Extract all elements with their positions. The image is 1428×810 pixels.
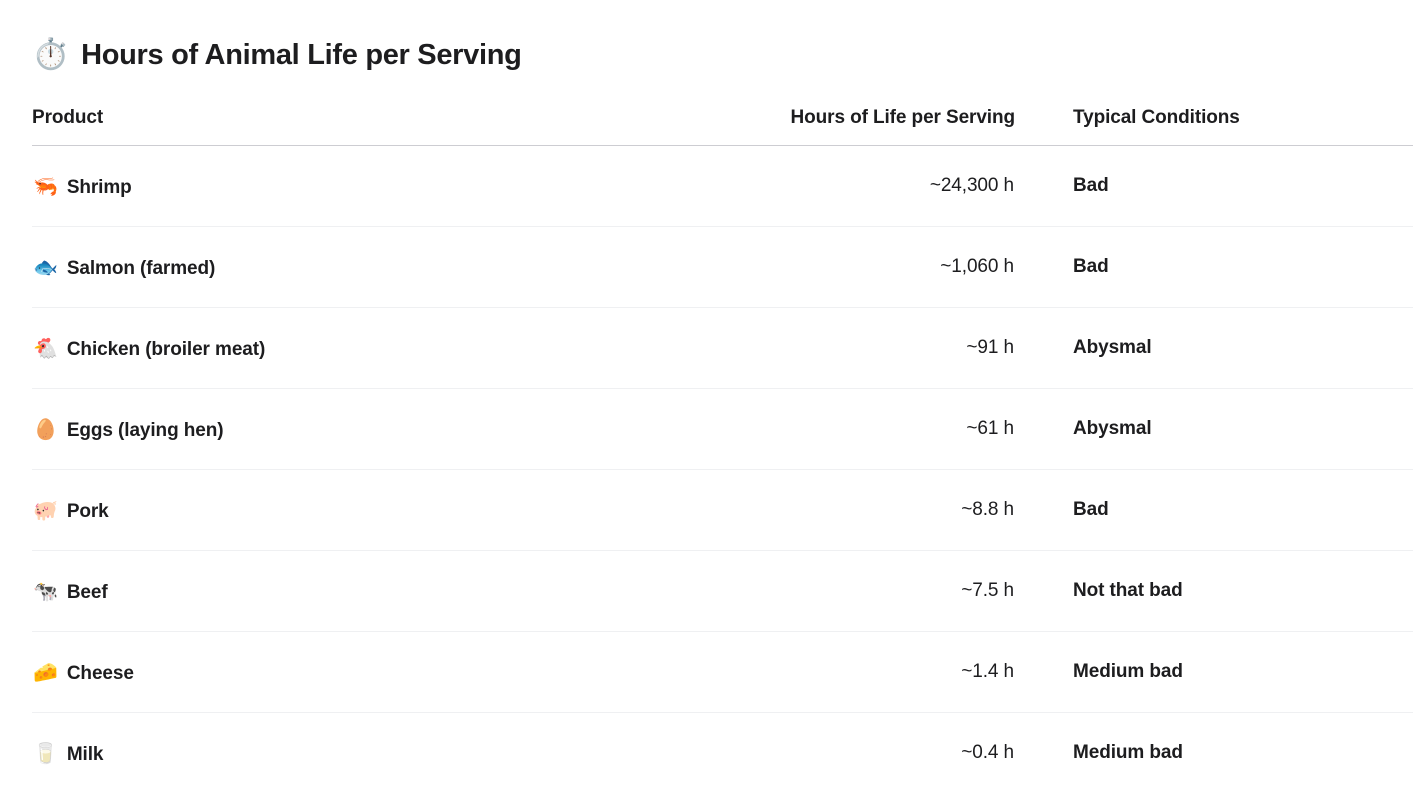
table-row: 🥛 Milk ~0.4 h Medium bad	[32, 712, 1413, 794]
product-emoji-icon: 🦐	[33, 175, 58, 198]
hours-value: ~1,060 h	[712, 226, 1015, 308]
page-container: ⏱️ Hours of Animal Life per Serving Prod…	[32, 34, 1413, 794]
product-emoji-icon: 🐖	[33, 499, 58, 522]
hours-value: ~61 h	[712, 388, 1015, 470]
hours-value: ~91 h	[712, 307, 1015, 389]
product-name: Beef	[66, 581, 108, 603]
conditions-value: Bad	[1015, 226, 1413, 308]
conditions-value: Abysmal	[1015, 307, 1413, 389]
hours-value: ~8.8 h	[712, 469, 1015, 551]
product-name: Cheese	[66, 662, 134, 684]
product-name: Shrimp	[66, 176, 132, 198]
hours-value: ~1.4 h	[712, 631, 1015, 713]
product-name: Milk	[66, 743, 104, 765]
conditions-value: Not that bad	[1015, 550, 1413, 632]
hours-value: ~0.4 h	[712, 712, 1015, 794]
column-header-conditions: Typical Conditions	[1015, 76, 1413, 146]
stopwatch-icon: ⏱️	[32, 38, 70, 71]
table-row: 🥚 Eggs (laying hen) ~61 h Abysmal	[32, 388, 1413, 470]
table-row: 🐔 Chicken (broiler meat) ~91 h Abysmal	[32, 307, 1413, 389]
product-name: Salmon (farmed)	[66, 257, 216, 279]
conditions-value: Medium bad	[1015, 631, 1413, 713]
table-header-row: Product Hours of Life per Serving Typica…	[32, 76, 1413, 146]
page-title-text: Hours of Animal Life per Serving	[81, 39, 522, 71]
product-name: Pork	[66, 500, 109, 522]
product-emoji-icon: 🥚	[33, 418, 58, 441]
column-header-product: Product	[32, 76, 712, 146]
product-name: Eggs (laying hen)	[66, 419, 224, 441]
table-row: 🧀 Cheese ~1.4 h Medium bad	[32, 631, 1413, 713]
conditions-value: Bad	[1015, 469, 1413, 551]
product-emoji-icon: 🐄	[33, 580, 58, 603]
column-header-hours: Hours of Life per Serving	[712, 76, 1015, 146]
conditions-value: Abysmal	[1015, 388, 1413, 470]
conditions-value: Medium bad	[1015, 712, 1413, 794]
table-row: 🐄 Beef ~7.5 h Not that bad	[32, 550, 1413, 632]
table-row: 🐟 Salmon (farmed) ~1,060 h Bad	[32, 226, 1413, 308]
table-row: 🐖 Pork ~8.8 h Bad	[32, 469, 1413, 551]
product-emoji-icon: 🐔	[33, 337, 58, 360]
hours-value: ~24,300 h	[929, 175, 1014, 196]
product-emoji-icon: 🧀	[33, 661, 58, 684]
product-emoji-icon: 🐟	[33, 256, 58, 279]
product-emoji-icon: 🥛	[33, 742, 58, 765]
animal-life-table: Product Hours of Life per Serving Typica…	[32, 76, 1413, 794]
page-title: ⏱️ Hours of Animal Life per Serving	[32, 34, 1413, 76]
product-name: Chicken (broiler meat)	[66, 338, 266, 360]
conditions-value: Bad	[1073, 175, 1109, 196]
table-body: 🦐 Shrimp ~24,300 h Bad 🐟 Salmon (farmed) ~…	[32, 146, 1413, 794]
table-row: 🦐 Shrimp ~24,300 h Bad	[32, 146, 1413, 227]
hours-value: ~7.5 h	[712, 550, 1015, 632]
